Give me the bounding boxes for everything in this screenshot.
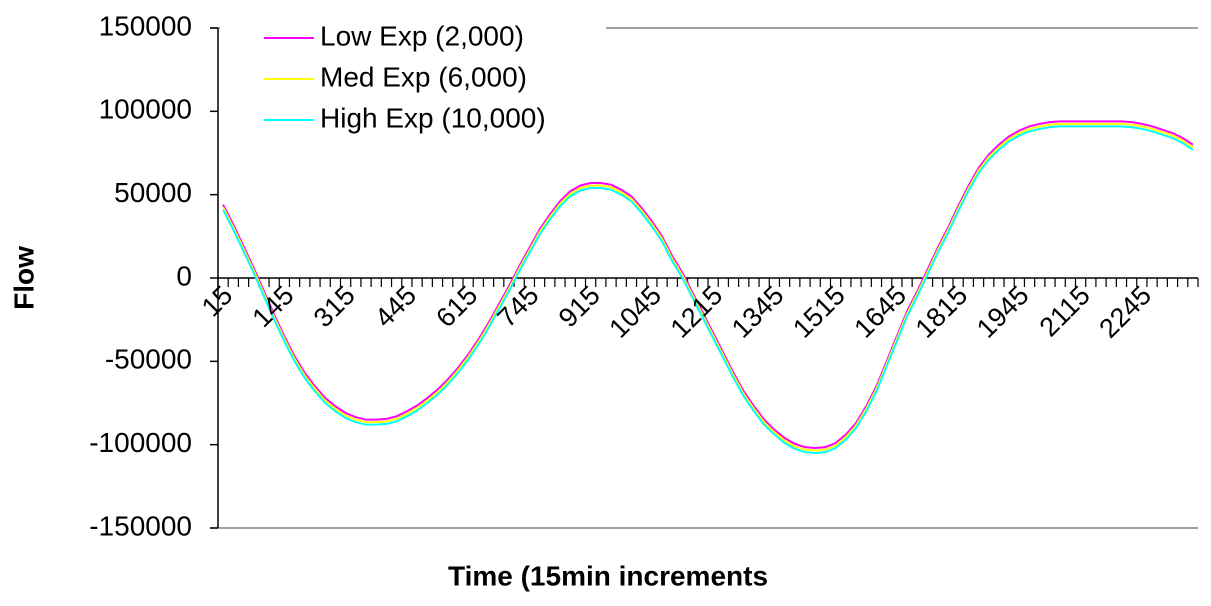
legend-label: Med Exp (6,000) xyxy=(320,61,527,92)
series-line xyxy=(222,122,1194,452)
x-tick-label: 2115 xyxy=(1034,280,1096,342)
series-line xyxy=(222,125,1194,455)
y-tick-label: -50000 xyxy=(105,344,192,375)
x-tick-label: 1645 xyxy=(848,280,912,344)
x-tick-label: 315 xyxy=(308,280,361,333)
x-tick-label: 1515 xyxy=(787,280,851,344)
y-axis-title: Flow xyxy=(8,246,39,310)
x-axis-title: Time (15min increments xyxy=(448,560,768,591)
x-tick-label: 1945 xyxy=(971,280,1035,344)
series-line xyxy=(222,120,1194,450)
x-tick-label: 1215 xyxy=(665,280,729,344)
x-tick-label: 1345 xyxy=(726,280,790,344)
legend-box xyxy=(220,20,606,158)
legend-label: Low Exp (2,000) xyxy=(320,20,524,51)
y-tick-label: 150000 xyxy=(99,10,192,41)
y-tick-label: 0 xyxy=(176,260,192,291)
x-tick-label: 2245 xyxy=(1093,280,1157,344)
legend-label: High Exp (10,000) xyxy=(320,102,546,133)
x-tick-label: 1045 xyxy=(603,280,667,344)
x-tick-label: 145 xyxy=(247,280,300,333)
y-tick-label: 100000 xyxy=(99,94,192,125)
x-tick-label: 745 xyxy=(492,280,545,333)
legend: Low Exp (2,000) Med Exp (6,000) High Exp (… xyxy=(220,20,606,158)
y-tick-label: -100000 xyxy=(89,427,192,458)
x-tick-label: 445 xyxy=(369,280,422,333)
x-tick-label: 15 xyxy=(196,280,238,322)
x-tick-label: 615 xyxy=(430,280,483,333)
x-tick-label: 915 xyxy=(553,280,606,333)
y-tick-label: -150000 xyxy=(89,510,192,541)
y-tick-label: 50000 xyxy=(114,177,192,208)
